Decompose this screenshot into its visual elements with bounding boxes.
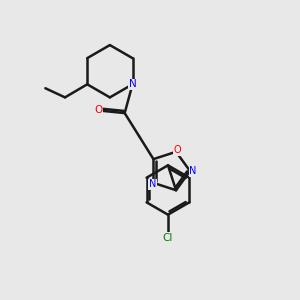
Text: Cl: Cl: [163, 233, 173, 243]
Text: N: N: [149, 179, 157, 189]
Text: N: N: [189, 166, 197, 176]
Text: N: N: [129, 79, 136, 89]
Text: O: O: [174, 145, 181, 155]
Text: O: O: [94, 106, 103, 116]
